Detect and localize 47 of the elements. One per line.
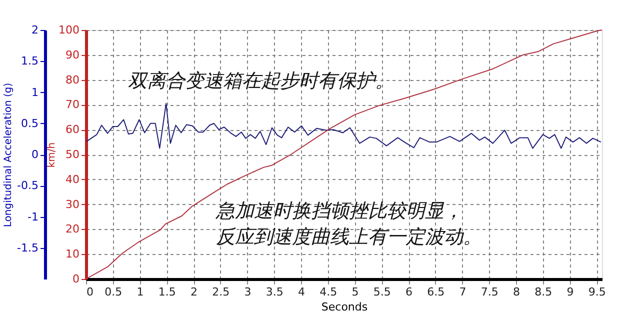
x-tick-label: 7.5	[480, 286, 498, 298]
x-tick-label: 4.5	[320, 286, 338, 298]
line-series	[86, 30, 602, 280]
x-tick-label: 3.5	[266, 286, 284, 298]
x-tick-label: 7	[459, 286, 466, 298]
y2-tick-label: 90	[66, 48, 80, 62]
x-tick-label: 8.5	[534, 286, 552, 298]
x-tick-label: 1	[136, 286, 144, 298]
y2-tick-label: 10	[66, 248, 80, 261]
y2-tick-label: 50	[66, 148, 80, 161]
y-tick-label: 0.5	[21, 116, 38, 130]
x-tick-label: 4	[298, 286, 305, 298]
x-tick-label: 9.5	[588, 286, 606, 298]
x-tick-label: 9	[566, 286, 574, 298]
x-axis-title: Seconds	[321, 300, 368, 314]
y2-tick-label: 40	[66, 172, 80, 186]
line-series	[86, 102, 602, 149]
y-tick-label: -1	[28, 210, 38, 224]
x-tick-label: 3	[244, 286, 252, 298]
x-tick-label: 5	[352, 286, 359, 298]
x-tick-label: 6.5	[427, 286, 445, 298]
y-tick-label: 0	[32, 148, 38, 161]
y-tick-label: -0.5	[17, 179, 38, 192]
x-tick-label: 2.5	[212, 286, 230, 298]
annotation: 急加速时换挡顿挫比较明显，	[215, 200, 463, 222]
y2-tick-label: 100	[58, 24, 80, 36]
y-tick-label: -1.5	[17, 241, 38, 254]
y2-tick-label: 80	[66, 73, 80, 86]
y-axis-title: Longitudinal Acceleration (g)	[3, 82, 14, 228]
y2-tick-label: 0	[72, 272, 80, 286]
y2-tick-label: 60	[66, 123, 80, 136]
x-tick-label: 5.5	[373, 286, 391, 298]
y2-axis-title: km/h	[46, 142, 58, 168]
x-tick-label: 2	[190, 286, 198, 298]
y-tick-label: 1.5	[21, 54, 38, 68]
x-tick-label: 6	[406, 286, 412, 298]
y2-tick-label: 30	[66, 198, 80, 211]
annotation: 双离合变速箱在起步时有保护。	[128, 70, 394, 92]
x-tick-label: 0	[86, 286, 94, 298]
y-tick-label: 1	[32, 86, 38, 99]
y-tick-label: 2	[32, 24, 38, 36]
y2-tick-label: 20	[66, 222, 80, 236]
annotation: 反应到速度曲线上有一定波动。	[216, 226, 482, 248]
x-tick-label: 1.5	[158, 286, 176, 298]
y2-tick-label: 70	[66, 98, 80, 112]
x-tick-label: 0.5	[104, 286, 122, 298]
x-tick-label: 8	[513, 286, 520, 298]
